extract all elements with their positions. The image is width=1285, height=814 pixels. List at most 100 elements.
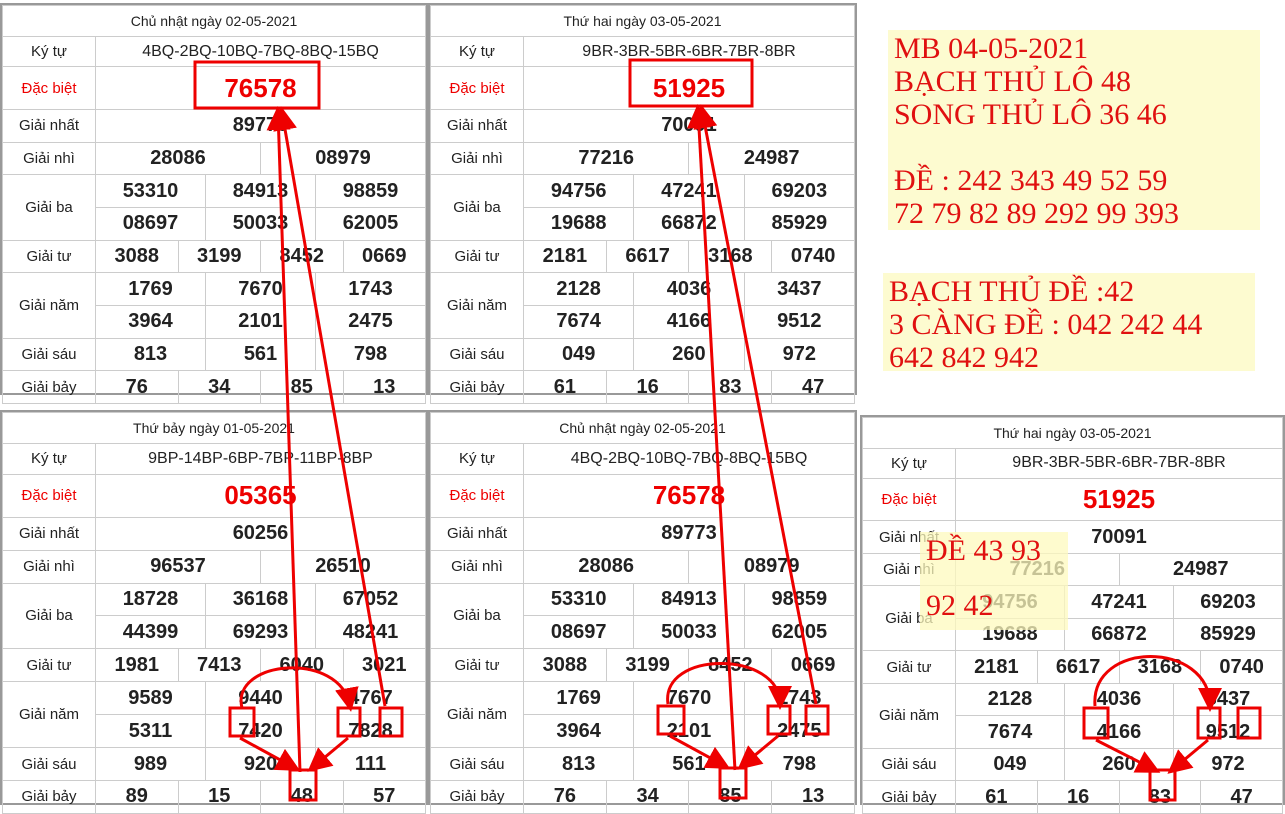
result-number: 57: [342, 779, 426, 814]
row-label: Ký tự: [862, 447, 956, 480]
result-row: Đặc biệt 76578: [2, 66, 426, 110]
result-number: 9BP-14BP-6BP-7BP-11BP-8BP: [95, 442, 426, 475]
result-row: Giải năm 9589 9440 4767: [2, 681, 426, 749]
prediction-note: MB 04-05-2021 BẠCH THỦ LÔ 48 SONG THỦ LÔ 3…: [888, 30, 1260, 230]
result-row: Giải bảy 76 34 85 13: [430, 779, 855, 814]
result-number: 77216: [522, 141, 690, 176]
row-label: Giải sáu: [430, 337, 524, 372]
row-label: Giải năm: [430, 272, 524, 339]
result-number: 98859: [315, 174, 426, 208]
title-row: Thứ hai ngày 03-05-2021: [430, 5, 855, 37]
table-title: Chủ nhật ngày 02-05-2021: [2, 5, 426, 37]
result-number: 920: [205, 747, 316, 781]
result-row: 7674 4166 9512: [431, 304, 856, 339]
row-label: Giải năm: [430, 681, 524, 749]
result-number: 989: [95, 747, 206, 781]
title-row: Chủ nhật ngày 02-05-2021: [2, 5, 426, 37]
note-line: ĐỀ 43 93: [926, 534, 1041, 567]
result-number: 972: [1173, 747, 1283, 782]
result-number: 89773: [95, 108, 426, 143]
result-number: 53310: [522, 582, 635, 617]
result-number: 47241: [633, 174, 745, 208]
result-number: 16: [1036, 780, 1120, 814]
note-line: BẠCH THỦ ĐỀ :42: [889, 275, 1135, 308]
row-label: Giải nhất: [430, 108, 524, 143]
row-label: Đặc biệt: [430, 66, 524, 110]
result-number: 7828: [315, 714, 426, 749]
result-number: 049: [522, 337, 635, 372]
result-number: 813: [522, 747, 635, 781]
row-label: Ký tự: [2, 442, 96, 475]
row-label: Ký tự: [430, 442, 524, 475]
prediction-note: ĐỀ 43 93 92 42: [920, 532, 1068, 630]
result-table: Chủ nhật ngày 02-05-2021 Ký tự 4BQ-2BQ-10B…: [0, 3, 428, 404]
note-line: 72 79 82 89 292 99 393: [894, 197, 1179, 230]
row-label: Giải ba: [430, 174, 524, 241]
result-row: Ký tự 9BR-3BR-5BR-6BR-7BR-8BR: [430, 35, 855, 68]
result-number: 049: [955, 747, 1065, 782]
result-row: Đặc biệt 51925: [430, 66, 855, 110]
result-number: 84913: [633, 582, 745, 617]
result-number: 34: [605, 779, 690, 814]
row-label: Giải năm: [862, 682, 956, 749]
result-row: Ký tự 4BQ-2BQ-10BQ-7BQ-8BQ-15BQ: [2, 35, 426, 68]
result-number: 15: [177, 779, 261, 814]
result-number: 6040: [260, 648, 344, 683]
result-row: Giải nhì 28086 08979: [2, 141, 426, 176]
row-label: Ký tự: [2, 35, 96, 68]
result-number: 24987: [688, 141, 855, 176]
result-number: 51925: [523, 66, 855, 110]
result-number: 08697: [522, 615, 635, 650]
row-label: Giải bảy: [862, 780, 956, 814]
result-row: Giải nhì 28086 08979: [430, 549, 855, 584]
result-table: Thứ bảy ngày 01-05-2021 Ký tự 9BP-14BP-6BP…: [0, 410, 428, 814]
row-label: Giải bảy: [2, 370, 96, 404]
result-row: Giải tư 2181 6617 3168 0740: [862, 650, 1283, 684]
result-row: Đặc biệt 51925: [862, 478, 1283, 522]
row-label: Giải nhất: [430, 516, 524, 551]
result-number: 0669: [771, 648, 855, 683]
result-number: 2128: [522, 272, 635, 306]
result-number: 62005: [315, 206, 426, 241]
result-number: 28086: [95, 141, 261, 176]
row-label: Đặc biệt: [2, 473, 96, 518]
result-row: Giải năm 1769 7670 1743: [430, 681, 856, 749]
result-number: 47241: [1064, 585, 1174, 619]
note-line: MB 04-05-2021: [894, 32, 1089, 65]
row-label: Đặc biệt: [2, 66, 96, 110]
result-number: 2475: [315, 304, 426, 339]
result-number: 3199: [177, 239, 261, 274]
result-row: Giải bảy 61 16 83 47: [430, 370, 855, 404]
result-number: 24987: [1118, 552, 1283, 587]
result-row: Giải tư 3088 3199 8452 0669: [430, 648, 855, 683]
result-row: Giải sáu 049 260 972: [430, 337, 856, 372]
result-number: 1981: [95, 648, 179, 683]
row-label: Giải ba: [2, 174, 96, 241]
row-label: Giải nhì: [2, 141, 96, 176]
result-number: 2475: [743, 714, 856, 749]
result-number: 51925: [955, 478, 1283, 522]
result-number: 89773: [523, 516, 855, 551]
result-row: Giải sáu 989 920 111: [2, 747, 426, 781]
row-label: Giải năm: [2, 272, 96, 339]
row-label: Giải bảy: [430, 370, 524, 404]
result-row: Giải tư 1981 7413 6040 3021: [2, 648, 426, 683]
result-number: 1769: [522, 681, 635, 716]
note-line: 92 42: [926, 589, 994, 622]
result-number: 44399: [95, 615, 206, 650]
row-label: Giải năm: [2, 681, 96, 749]
result-number: 50033: [633, 615, 745, 650]
title-row: Thứ bảy ngày 01-05-2021: [2, 412, 426, 444]
result-number: 4BQ-2BQ-10BQ-7BQ-8BQ-15BQ: [95, 35, 426, 68]
result-number: 85929: [1173, 617, 1283, 652]
result-number: 19688: [522, 206, 635, 241]
row-label: Giải nhì: [2, 549, 96, 584]
row-label: Giải tư: [430, 239, 524, 274]
result-number: 7670: [633, 681, 745, 716]
result-number: 7674: [955, 715, 1065, 749]
row-label: Giải sáu: [862, 747, 956, 782]
result-number: 3437: [743, 272, 856, 306]
result-number: 7413: [177, 648, 261, 683]
